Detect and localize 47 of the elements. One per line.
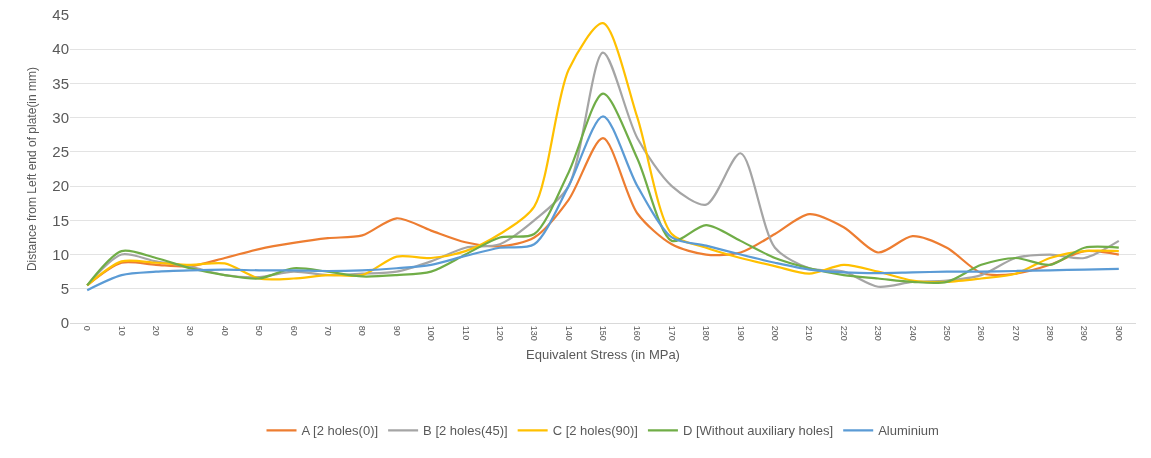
x-tick-label: 250 xyxy=(941,325,952,341)
x-tick-label: 10 xyxy=(116,325,127,336)
y-axis-title: Distance from Left end of plate(in mm) xyxy=(25,66,39,272)
legend-label: B [2 holes(45)] xyxy=(423,423,508,439)
x-tick-label: 60 xyxy=(288,325,299,336)
x-tick-label: 30 xyxy=(185,325,196,336)
legend-label: A [2 holes(0)] xyxy=(301,423,379,439)
x-tick-label: 300 xyxy=(1113,325,1124,341)
x-tick-label: 140 xyxy=(563,325,574,341)
x-tick-label: 260 xyxy=(976,325,987,341)
x-tick-label: 190 xyxy=(735,325,746,341)
x-tick-label: 20 xyxy=(151,325,162,336)
x-tick-label: 50 xyxy=(254,325,265,336)
x-tick-label: 110 xyxy=(460,325,471,341)
legend-label: Aluminium xyxy=(878,423,939,439)
x-tick-label: 240 xyxy=(907,325,918,341)
x-tick-label: 130 xyxy=(529,325,540,341)
x-tick-label: 220 xyxy=(838,325,849,341)
x-tick-label: 90 xyxy=(391,325,402,336)
x-tick-label: 170 xyxy=(666,325,677,341)
x-tick-label: 210 xyxy=(804,325,815,341)
x-tick-label: 270 xyxy=(1010,325,1021,341)
x-tick-label: 200 xyxy=(770,325,781,341)
x-tick-label: 0 xyxy=(82,325,93,331)
x-tick-label: 120 xyxy=(494,325,505,341)
x-tick-label: 160 xyxy=(632,325,643,341)
y-tick-label: 30 xyxy=(52,108,69,126)
legend-label: D [Without auxiliary holes] xyxy=(682,423,834,439)
y-tick-label: 25 xyxy=(52,143,69,161)
y-tick-label: 5 xyxy=(60,280,69,298)
y-tick-label: 20 xyxy=(52,177,69,195)
x-axis-title: Equivalent Stress (in MPa) xyxy=(526,347,680,363)
x-tick-label: 150 xyxy=(598,325,609,341)
y-tick-label: 15 xyxy=(52,211,69,229)
y-tick-label: 10 xyxy=(52,245,69,263)
legend-label: C [2 holes(90)] xyxy=(552,423,638,439)
x-tick-label: 40 xyxy=(219,325,230,336)
x-tick-label: 180 xyxy=(701,325,712,341)
x-tick-label: 70 xyxy=(322,325,333,336)
x-tick-label: 280 xyxy=(1045,325,1056,341)
y-tick-label: 40 xyxy=(52,40,69,58)
x-tick-label: 230 xyxy=(873,325,884,341)
x-tick-label: 290 xyxy=(1079,325,1090,341)
x-tick-label: 80 xyxy=(357,325,368,336)
x-tick-label: 100 xyxy=(426,325,437,341)
y-tick-label: 45 xyxy=(52,6,69,24)
y-tick-label: 35 xyxy=(52,74,69,92)
